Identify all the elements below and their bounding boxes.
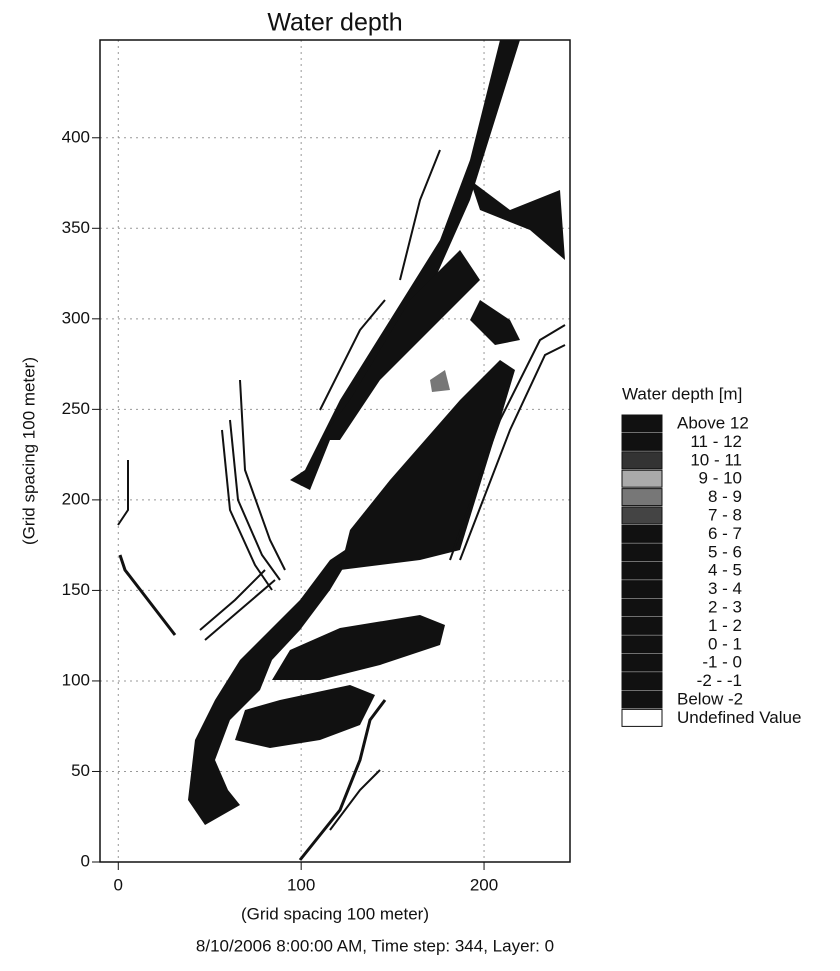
legend-swatch bbox=[621, 451, 663, 470]
legend-swatch bbox=[621, 488, 663, 507]
depth-lines bbox=[117, 149, 566, 861]
y-axis-label: (Grid spacing 100 meter) bbox=[19, 357, 38, 545]
legend-label: 4 - 5 bbox=[708, 561, 742, 580]
legend-label: 8 - 9 bbox=[708, 487, 742, 506]
legend-swatch bbox=[621, 543, 663, 562]
legend-label: Above 12 bbox=[677, 413, 749, 432]
x-axis-label: (Grid spacing 100 meter) bbox=[241, 904, 429, 923]
depth-area bbox=[470, 300, 520, 345]
legend-label: 9 - 10 bbox=[699, 469, 742, 488]
legend-swatch bbox=[621, 616, 663, 635]
depth-area bbox=[340, 360, 515, 570]
x-tick-label: 100 bbox=[287, 875, 315, 894]
depth-area bbox=[188, 540, 360, 825]
legend-swatch bbox=[621, 561, 663, 580]
legend-label: 7 - 8 bbox=[708, 505, 742, 524]
legend-swatch bbox=[621, 598, 663, 617]
legend-swatch bbox=[621, 672, 663, 691]
legend-swatch bbox=[621, 708, 663, 727]
legend-swatch bbox=[621, 580, 663, 599]
depth-area bbox=[320, 250, 480, 440]
y-tick-label: 350 bbox=[62, 218, 90, 237]
depth-area bbox=[470, 180, 565, 260]
legend-swatch bbox=[621, 432, 663, 451]
legend-label: 3 - 4 bbox=[708, 579, 742, 598]
legend-label: 0 - 1 bbox=[708, 634, 742, 653]
y-tick-label: 400 bbox=[62, 127, 90, 146]
y-tick-label: 300 bbox=[62, 308, 90, 327]
legend-swatch bbox=[621, 414, 663, 433]
chart-title: Water depth bbox=[267, 9, 402, 37]
legend-label: -1 - 0 bbox=[702, 653, 742, 672]
x-tick-label: 0 bbox=[114, 875, 123, 894]
depth-area bbox=[430, 370, 450, 392]
legend-swatch bbox=[621, 653, 663, 672]
legend-swatch bbox=[621, 506, 663, 525]
y-tick-label: 250 bbox=[62, 399, 90, 418]
legend-label: 1 - 2 bbox=[708, 616, 742, 635]
legend-swatch bbox=[621, 469, 663, 488]
footer: 8/10/2006 8:00:00 AM, Time step: 344, La… bbox=[196, 936, 554, 955]
legend-title: Water depth [m] bbox=[622, 384, 742, 403]
depth-area bbox=[290, 40, 520, 490]
y-tick-label: 100 bbox=[62, 670, 90, 689]
legend-label: 5 - 6 bbox=[708, 542, 742, 561]
y-tick-label: 200 bbox=[62, 489, 90, 508]
legend-label: 2 - 3 bbox=[708, 597, 742, 616]
plot-frame bbox=[99, 39, 571, 863]
depth-area bbox=[272, 615, 445, 680]
legend-swatch bbox=[621, 690, 663, 709]
legend-swatch bbox=[621, 635, 663, 654]
y-tick-label: 50 bbox=[71, 761, 90, 780]
legend-label: Undefined Value bbox=[677, 708, 801, 727]
legend-swatch bbox=[621, 524, 663, 543]
depth-area bbox=[235, 685, 375, 748]
depth-map bbox=[117, 40, 566, 861]
x-tick-label: 200 bbox=[470, 875, 498, 894]
y-tick-label: 150 bbox=[62, 580, 90, 599]
legend-label: 11 - 12 bbox=[690, 432, 742, 451]
legend-label: -2 - -1 bbox=[697, 671, 742, 690]
grid bbox=[100, 40, 570, 863]
legend-label: 10 - 11 bbox=[690, 450, 742, 469]
y-tick-label: 0 bbox=[81, 851, 90, 870]
legend-label: Below -2 bbox=[677, 689, 743, 708]
legend-label: 6 - 7 bbox=[708, 524, 742, 543]
